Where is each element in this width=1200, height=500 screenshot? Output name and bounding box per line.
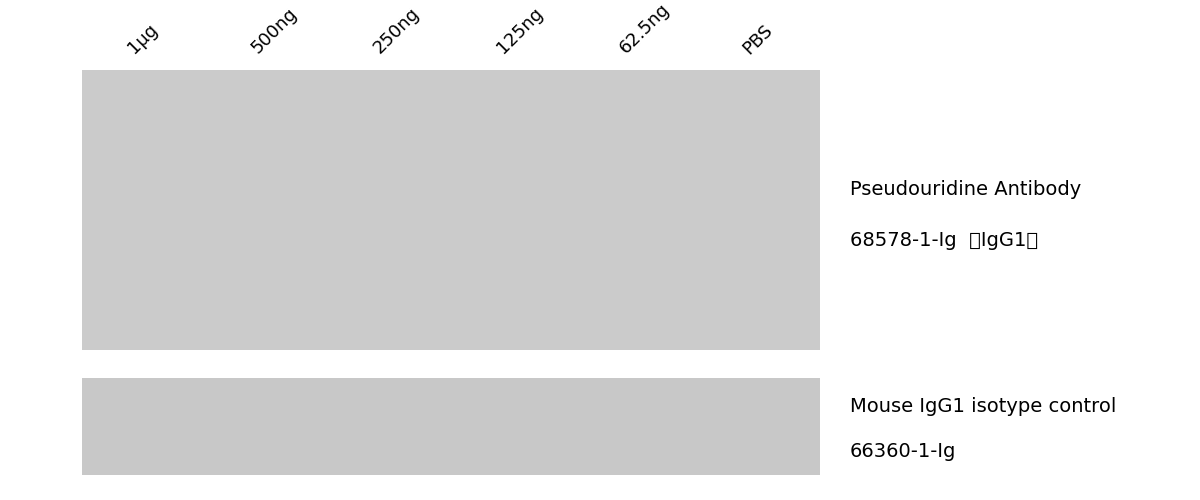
Text: 250ng: 250ng xyxy=(371,4,424,58)
Text: PBS: PBS xyxy=(739,20,776,58)
Bar xyxy=(82,378,820,475)
Text: Pseudouridine Antibody: Pseudouridine Antibody xyxy=(850,180,1081,200)
Text: 500ng: 500ng xyxy=(247,4,300,58)
Text: 68578-1-Ig  （IgG1）: 68578-1-Ig （IgG1） xyxy=(850,230,1038,250)
Text: Mouse IgG1 isotype control: Mouse IgG1 isotype control xyxy=(850,397,1116,415)
Text: 125ng: 125ng xyxy=(493,4,546,58)
Text: 66360-1-Ig: 66360-1-Ig xyxy=(850,442,956,461)
Text: 62.5ng: 62.5ng xyxy=(617,0,673,58)
Bar xyxy=(82,70,820,350)
Text: 1μg: 1μg xyxy=(125,20,161,58)
